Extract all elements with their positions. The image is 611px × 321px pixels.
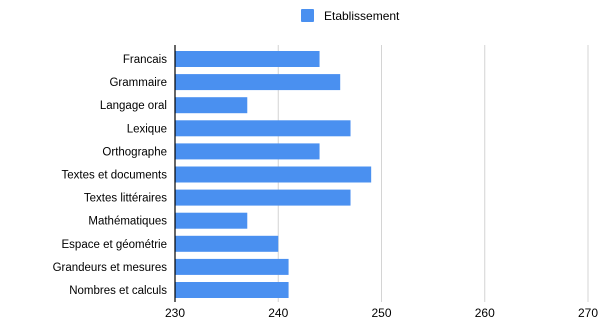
category-labels: Francais Grammaire Langage oral Lexique Orth… (53, 54, 168, 297)
category-label: Grammaire (109, 77, 167, 89)
x-tick-label: 260 (475, 306, 495, 320)
category-label: Grandeurs et mesures (53, 262, 168, 274)
category-label: Nombres et calculs (69, 285, 167, 297)
bar (175, 97, 248, 114)
legend: Etablissement (301, 9, 400, 23)
x-tick-label: 270 (578, 306, 598, 320)
bar (175, 51, 320, 67)
x-tick-label: 230 (165, 306, 185, 320)
bars (175, 51, 372, 298)
legend-label-etablissement: Etablissement (324, 9, 400, 23)
bar (175, 143, 320, 160)
category-label: Textes littéraires (84, 193, 167, 205)
legend-swatch-etablissement (301, 9, 314, 22)
category-label: Orthographe (102, 146, 167, 158)
bar (175, 166, 372, 183)
bar (175, 282, 289, 298)
x-tick-label: 240 (268, 306, 288, 320)
category-label: Francais (123, 54, 167, 66)
x-tick-label: 250 (371, 306, 391, 320)
x-tick-labels: 230 240 250 260 270 (165, 306, 598, 320)
category-label: Espace et géométrie (62, 239, 167, 251)
bar (175, 258, 289, 275)
category-label: Lexique (127, 123, 167, 135)
bar (175, 212, 248, 229)
category-label: Langage oral (100, 100, 167, 112)
bar (175, 235, 279, 252)
category-label: Mathématiques (88, 216, 167, 228)
bar (175, 189, 351, 206)
bar (175, 120, 351, 137)
bar (175, 74, 341, 91)
category-label: Textes et documents (62, 170, 168, 182)
